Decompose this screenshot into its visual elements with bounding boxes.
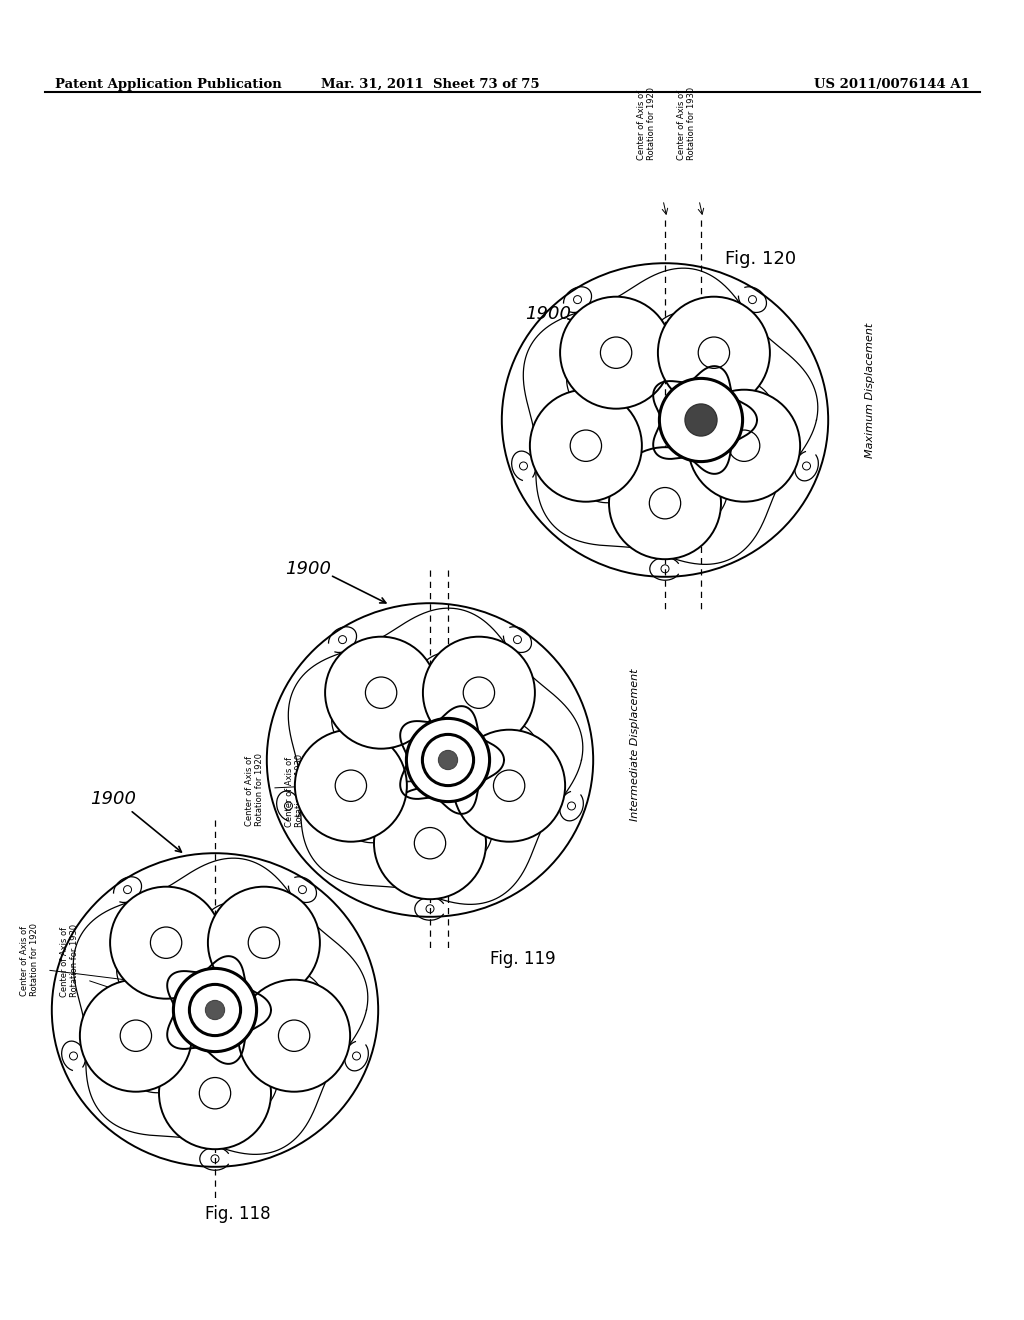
- Circle shape: [189, 985, 241, 1036]
- Circle shape: [685, 404, 717, 436]
- Circle shape: [609, 447, 721, 560]
- Text: Center of Axis of
Rotation for 1930: Center of Axis of Rotation for 1930: [285, 754, 304, 826]
- Text: Fig. 118: Fig. 118: [205, 1205, 270, 1224]
- Circle shape: [657, 297, 770, 409]
- Text: 1900: 1900: [525, 305, 571, 323]
- Circle shape: [560, 297, 672, 409]
- Text: 1900: 1900: [90, 789, 136, 808]
- Circle shape: [374, 787, 486, 899]
- Circle shape: [173, 969, 257, 1052]
- Text: Zero Displacement: Zero Displacement: [270, 968, 280, 1073]
- Circle shape: [295, 730, 407, 842]
- Text: 1900: 1900: [285, 560, 331, 578]
- Circle shape: [325, 636, 437, 748]
- Text: Center of Axis of
Rotation for 1930: Center of Axis of Rotation for 1930: [60, 924, 80, 997]
- Circle shape: [208, 887, 319, 999]
- Text: Center of Axis of
Rotation for 1920: Center of Axis of Rotation for 1920: [637, 87, 656, 160]
- Circle shape: [438, 750, 458, 770]
- Text: Fig. 119: Fig. 119: [490, 950, 556, 968]
- Text: Mar. 31, 2011  Sheet 73 of 75: Mar. 31, 2011 Sheet 73 of 75: [321, 78, 540, 91]
- Text: Center of Axis of
Rotation for 1920: Center of Axis of Rotation for 1920: [245, 754, 264, 826]
- Circle shape: [659, 379, 742, 462]
- Circle shape: [239, 979, 350, 1092]
- Text: US 2011/0076144 A1: US 2011/0076144 A1: [814, 78, 970, 91]
- Text: Center of Axis of
Rotation for 1920: Center of Axis of Rotation for 1920: [20, 924, 39, 997]
- Circle shape: [206, 1001, 224, 1019]
- Text: Intermediate Displacement: Intermediate Displacement: [630, 669, 640, 821]
- Circle shape: [454, 730, 565, 842]
- Circle shape: [407, 718, 489, 801]
- Text: Patent Application Publication: Patent Application Publication: [55, 78, 282, 91]
- Circle shape: [422, 734, 473, 785]
- Circle shape: [159, 1038, 271, 1150]
- Circle shape: [111, 887, 222, 999]
- Circle shape: [688, 389, 800, 502]
- Text: Center of Axis of
Rotation for 1930: Center of Axis of Rotation for 1930: [677, 87, 696, 160]
- Circle shape: [529, 389, 642, 502]
- Circle shape: [80, 979, 191, 1092]
- Circle shape: [423, 636, 535, 748]
- Text: Fig. 120: Fig. 120: [725, 249, 796, 268]
- Text: Maximum Displacement: Maximum Displacement: [865, 322, 874, 458]
